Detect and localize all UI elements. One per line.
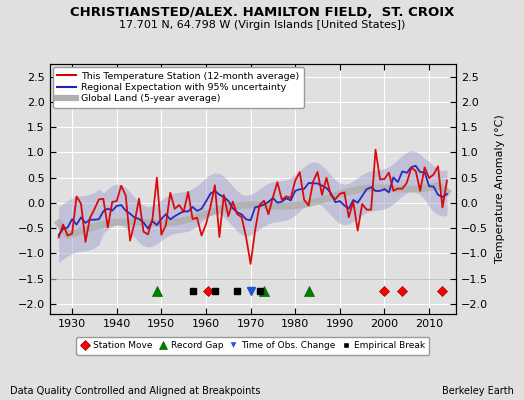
Text: CHRISTIANSTED/ALEX. HAMILTON FIELD,  ST. CROIX: CHRISTIANSTED/ALEX. HAMILTON FIELD, ST. … — [70, 6, 454, 19]
Legend: Station Move, Record Gap, Time of Obs. Change, Empirical Break: Station Move, Record Gap, Time of Obs. C… — [76, 337, 430, 355]
Y-axis label: Temperature Anomaly (°C): Temperature Anomaly (°C) — [495, 115, 505, 263]
Legend: This Temperature Station (12-month average), Regional Expectation with 95% uncer: This Temperature Station (12-month avera… — [52, 67, 304, 108]
Text: Data Quality Controlled and Aligned at Breakpoints: Data Quality Controlled and Aligned at B… — [10, 386, 261, 396]
Text: 17.701 N, 64.798 W (Virgin Islands [United States]): 17.701 N, 64.798 W (Virgin Islands [Unit… — [119, 20, 405, 30]
Text: Berkeley Earth: Berkeley Earth — [442, 386, 514, 396]
